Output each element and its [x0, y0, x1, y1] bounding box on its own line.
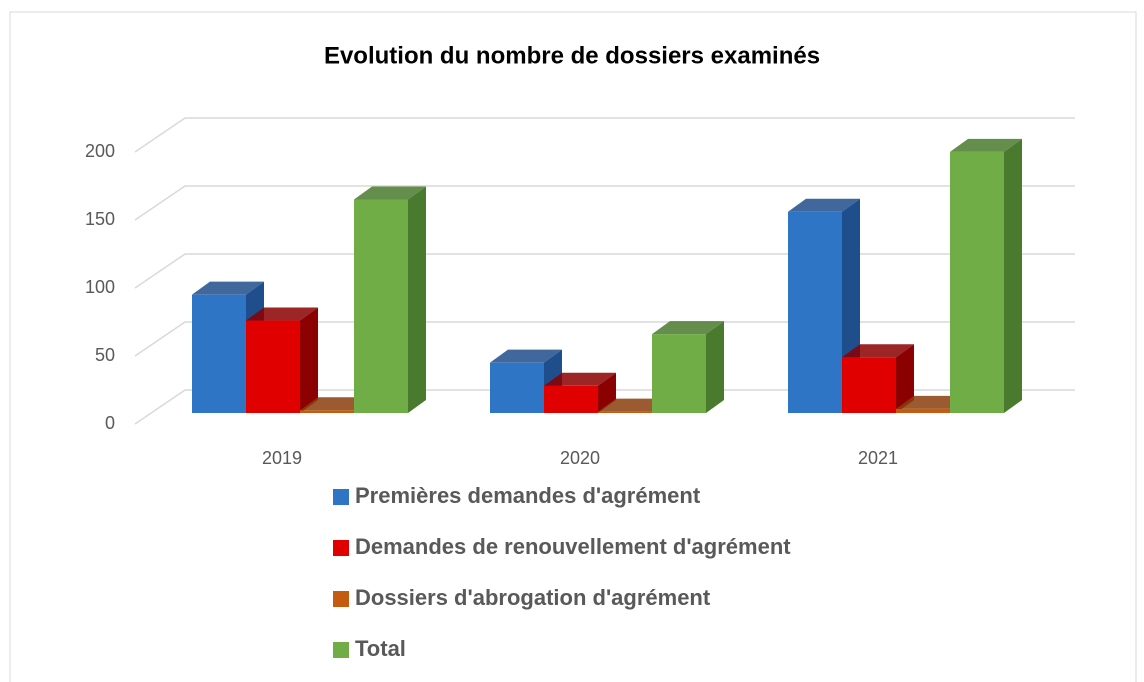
chart-title: Evolution du nombre de dossiers examinés: [324, 42, 820, 69]
bar-top: [544, 372, 616, 386]
bar: [544, 385, 598, 413]
grid-line: [134, 321, 1075, 357]
grid-line: [134, 253, 1075, 289]
bar-top: [192, 281, 264, 295]
bar: [950, 151, 1004, 413]
legend-swatch: [333, 540, 349, 556]
y-tick-label: 50: [95, 345, 115, 365]
x-tick-label: 2019: [262, 448, 302, 468]
bar: [788, 211, 842, 413]
bar: [842, 357, 896, 413]
legend-label: Demandes de renouvellement d'agrément: [355, 534, 791, 559]
bar: [896, 408, 950, 413]
y-tick-label: 150: [85, 209, 115, 229]
bar-top: [354, 186, 426, 200]
bar-side: [408, 186, 426, 413]
y-tick-label: 0: [105, 413, 115, 433]
bar-top: [490, 349, 562, 363]
legend-label: Total: [355, 636, 406, 661]
grid-line: [134, 389, 1075, 425]
grid-line: [134, 185, 1075, 221]
bar: [192, 294, 246, 413]
bar-side: [1004, 138, 1022, 413]
bar-top: [652, 321, 724, 335]
grid-line: [134, 117, 1075, 153]
bar: [246, 320, 300, 413]
bar-top: [950, 138, 1022, 152]
legend-swatch: [333, 489, 349, 505]
y-tick-label: 200: [85, 141, 115, 161]
bar-side: [300, 307, 318, 413]
legend-swatch: [333, 642, 349, 658]
legend-label: Premières demandes d'agrément: [355, 483, 701, 508]
y-tick-label: 100: [85, 277, 115, 297]
bar: [300, 410, 354, 413]
legend-swatch: [333, 591, 349, 607]
x-tick-label: 2020: [560, 448, 600, 468]
bar-top: [246, 307, 318, 321]
bar-top: [788, 198, 860, 212]
legend-label: Dossiers d'abrogation d'agrément: [355, 585, 711, 610]
x-tick-label: 2021: [858, 448, 898, 468]
frame: [9, 11, 1137, 682]
bar: [354, 199, 408, 413]
bar: [598, 411, 652, 413]
bar-side: [706, 321, 724, 413]
bar-top: [842, 344, 914, 358]
bar: [490, 362, 544, 413]
bar: [652, 334, 706, 413]
bar-side: [896, 344, 914, 413]
